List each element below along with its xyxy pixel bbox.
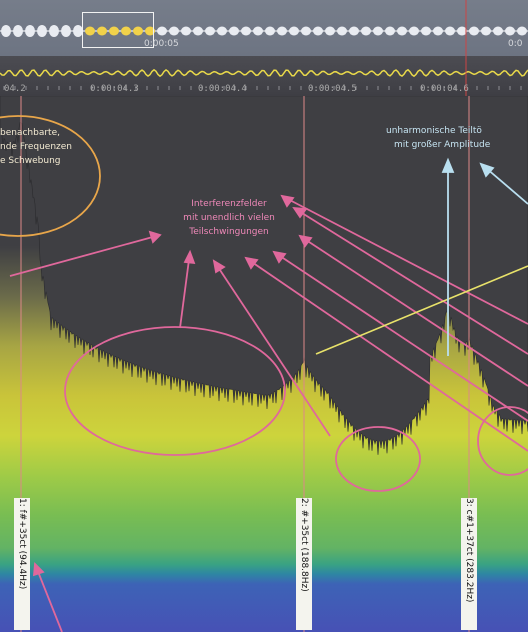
annotation-line: unharmonische Teiltö — [386, 126, 482, 136]
overview-selection[interactable] — [82, 12, 154, 48]
tick-label-5: 0:00:04.6 — [420, 84, 469, 94]
tick-label-1: 04.2 — [4, 84, 26, 94]
annotation-line: Interferenzfelder — [191, 199, 267, 209]
overview-waveform — [0, 0, 528, 56]
interference-annotation: Interferenzfelder mit unendlich vielen T… — [156, 197, 302, 239]
tick-label-4: 0:00:04.5 — [308, 84, 357, 94]
waveform-overview[interactable]: 0:00:05 0:0 — [0, 0, 528, 56]
overview-right-time: 0:0 — [508, 39, 523, 49]
yellow-annotation-line — [315, 265, 528, 355]
annotation-line: mit großer Amplitude — [394, 140, 491, 150]
overview-selection-time: 0:00:05 — [144, 39, 179, 49]
marker-label-1[interactable]: 1: f#+35ct (94.4Hz) — [14, 498, 30, 630]
inharmonic-arrows — [441, 157, 528, 356]
annotation-line: mit unendlich vielen — [183, 213, 275, 223]
zoomed-waveform — [0, 56, 528, 96]
spectrum-curve — [0, 96, 528, 455]
tick-label-2: 0:00:04.3 — [90, 84, 139, 94]
annotation-line: nde Frequenzen — [0, 142, 72, 152]
spectrum-panel[interactable]: benachbarte, nde Frequenzen e Schwebung … — [0, 96, 528, 632]
inharmonic-annotation: unharmonische Teiltö mit großer Amplitud… — [380, 124, 528, 152]
overview-waveform-shape — [1, 25, 527, 37]
tick-label-3: 0:00:04.4 — [198, 84, 247, 94]
interference-ellipses — [64, 326, 528, 492]
marker-label-3[interactable]: 3: c#1+37ct (283.2Hz) — [461, 498, 477, 630]
annotation-line: benachbarte, — [0, 128, 60, 138]
annotation-line: Teilschwingungen — [189, 227, 269, 237]
beat-frequencies-ellipse — [0, 115, 101, 237]
interference-arrows — [9, 194, 528, 632]
marker-label-2[interactable]: 2: #+35ct (188.8Hz) — [296, 498, 312, 630]
annotation-line: e Schwebung — [0, 156, 61, 166]
beat-frequencies-annotation: benachbarte, nde Frequenzen e Schwebung — [0, 126, 92, 168]
time-ruler[interactable] — [0, 56, 528, 96]
spectrum-plot — [0, 96, 528, 632]
